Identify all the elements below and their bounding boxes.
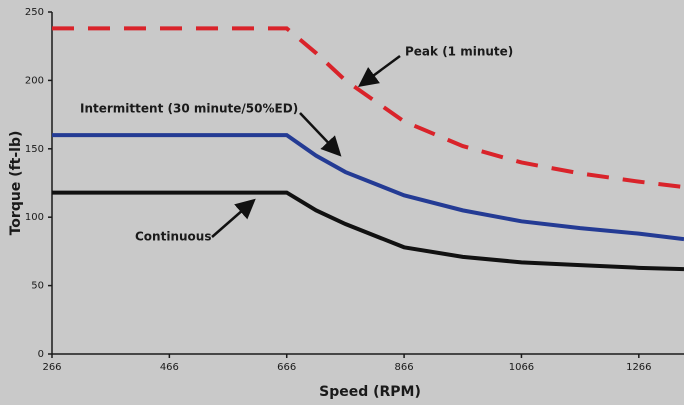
x-tick-label: 466	[160, 362, 179, 373]
y-tick-label: 200	[25, 75, 44, 86]
annotation: Peak (1 minute)	[405, 45, 513, 59]
annotation: Continuous	[135, 230, 211, 244]
y-tick-label: 100	[25, 212, 44, 223]
x-tick-label: 666	[277, 362, 296, 373]
x-tick-label: 866	[395, 362, 414, 373]
y-tick-label: 0	[38, 349, 44, 360]
y-axis-label: Torque (ft-lb)	[8, 131, 24, 236]
y-tick-label: 50	[31, 281, 44, 292]
y-tick-label: 250	[25, 7, 44, 18]
x-tick-label: 266	[42, 362, 61, 373]
x-tick-label: 1266	[626, 362, 651, 373]
annotation: Intermittent (30 minute/50%ED)	[80, 102, 298, 116]
x-axis-label: Speed (RPM)	[319, 384, 421, 400]
x-tick-label: 1066	[509, 362, 534, 373]
y-tick-label: 150	[25, 144, 44, 155]
background	[0, 0, 684, 405]
chart: Speed (RPM) Torque (ft-lb) Peak (1 minut…	[0, 0, 684, 405]
